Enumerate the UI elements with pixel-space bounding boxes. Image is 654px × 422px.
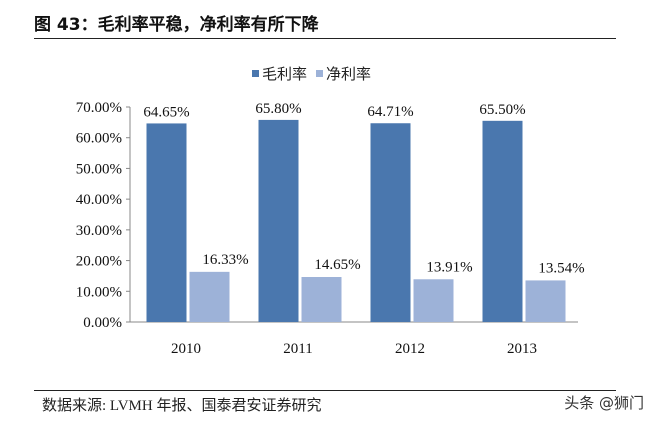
bar-net-margin [301,277,342,322]
y-tick-label: 30.00% [76,223,122,239]
bar-net-margin [525,280,566,322]
title-rule [34,38,616,39]
data-label: 13.54% [538,260,584,276]
data-label: 64.65% [143,104,189,120]
y-tick-label: 70.00% [76,100,122,116]
data-label: 64.71% [367,104,413,120]
data-label: 14.65% [314,257,360,273]
legend-label: 净利率 [326,66,371,83]
bar-net-margin [189,271,230,322]
y-tick-label: 10.00% [76,284,122,300]
source-note: 数据来源: LVMH 年报、国泰君安证券研究 [42,398,322,414]
bar-gross-margin [146,123,187,322]
x-tick-label: 2011 [283,341,312,357]
legend-label: 毛利率 [262,66,307,83]
bar-gross-margin [370,123,411,322]
x-tick-label: 2012 [395,341,425,357]
legend-swatch [252,70,259,77]
bar-gross-margin [258,119,299,323]
bar-net-margin [413,279,454,322]
data-label: 16.33% [202,252,248,268]
data-label: 13.91% [426,259,472,275]
y-tick-label: 20.00% [76,254,122,270]
y-tick-label: 0.00% [83,315,122,331]
source-rule [34,390,616,391]
y-tick-label: 50.00% [76,161,122,177]
data-label: 65.80% [255,101,301,117]
legend-swatch [316,70,323,77]
y-tick-label: 40.00% [76,192,122,208]
x-tick-label: 2013 [507,341,537,357]
y-tick-label: 60.00% [76,131,122,147]
x-tick-label: 2010 [171,341,201,357]
figure-title: 图 43：毛利率平稳，净利率有所下降 [34,15,319,35]
data-label: 65.50% [479,102,525,118]
watermark: 头条 @狮门 [564,394,644,412]
bar-gross-margin [482,120,523,322]
